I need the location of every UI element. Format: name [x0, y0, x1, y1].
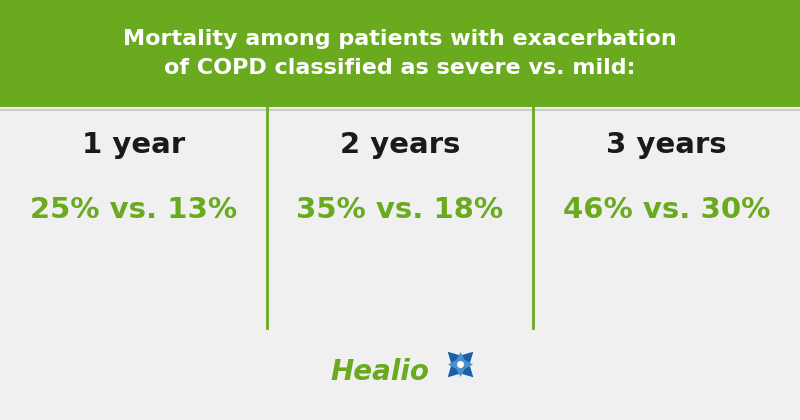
Text: Mortality among patients with exacerbation
of COPD classified as severe vs. mild: Mortality among patients with exacerbati…	[123, 29, 677, 78]
Bar	[0, 0, 800, 107]
Text: Healio: Healio	[330, 358, 430, 386]
Text: 25% vs. 13%: 25% vs. 13%	[30, 196, 237, 224]
Text: 2 years: 2 years	[340, 131, 460, 159]
Text: 46% vs. 30%: 46% vs. 30%	[563, 196, 770, 224]
Text: 3 years: 3 years	[606, 131, 727, 159]
Text: 35% vs. 18%: 35% vs. 18%	[297, 196, 503, 224]
Text: 1 year: 1 year	[82, 131, 185, 159]
